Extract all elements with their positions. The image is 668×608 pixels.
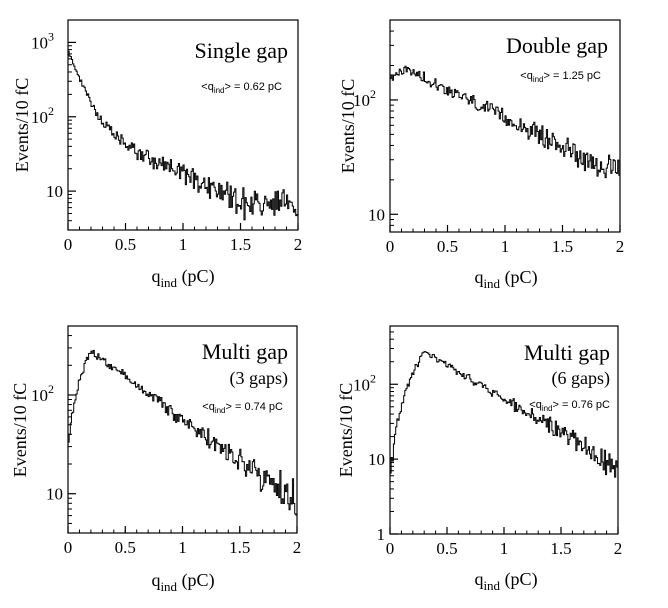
y-tick-label: 103: [31, 29, 54, 52]
histogram-series: [67, 50, 298, 230]
y-tick-label: 102: [31, 104, 54, 127]
y-axis-label: Events/10 fC: [338, 79, 358, 174]
x-tick-label: 0.5: [115, 538, 136, 557]
x-tick-label: 0: [64, 538, 73, 557]
mean-annotation: <qind> = 0.62 pC: [201, 81, 282, 95]
x-tick-label: 0: [386, 237, 395, 256]
x-axis-label: qind (pC): [474, 267, 537, 291]
x-tick-label: 1.5: [550, 539, 571, 558]
histogram-series: [389, 351, 618, 534]
mean-annotation: <qind> = 0.74 pC: [202, 401, 283, 415]
chart-subtitle: (3 gaps): [230, 368, 288, 389]
x-tick-label: 1.5: [552, 237, 573, 256]
x-tick-label: 0: [386, 539, 395, 558]
x-tick-label: 1: [501, 237, 510, 256]
x-tick-label: 0: [64, 235, 73, 254]
y-axis-label: Events/10 fC: [12, 78, 32, 173]
x-axis-label: qind (pC): [474, 569, 537, 593]
x-tick-label: 2: [294, 235, 303, 254]
mean-annotation: <qind> = 1.25 pC: [520, 70, 601, 84]
chart-single-gap: 0 0.5 1 1.5 2 10 102 103 Events/10 fC qind (pC) Si…: [12, 19, 303, 290]
y-tick-label: 102: [353, 87, 376, 110]
chart-subtitle: (6 gaps): [552, 368, 610, 389]
chart-title: Single gap: [195, 38, 289, 63]
x-axis-label: qind (pC): [151, 570, 214, 594]
chart-title: Multi gap: [202, 339, 288, 364]
histogram-series: [67, 349, 297, 533]
y-tick-label: 10: [368, 205, 385, 224]
histogram-series: [389, 65, 620, 232]
y-tick-label: 10: [46, 182, 63, 201]
x-tick-label: 2: [614, 539, 623, 558]
y-axis-label: Events/10 fC: [10, 383, 30, 478]
x-tick-label: 2: [616, 237, 625, 256]
y-tick-label: 10: [46, 485, 63, 504]
mean-annotation: <qind> = 0.76 pC: [529, 399, 610, 413]
x-tick-label: 1: [500, 539, 509, 558]
x-tick-label: 0.5: [436, 539, 457, 558]
x-tick-label: 0.5: [437, 237, 458, 256]
x-tick-label: 2: [293, 538, 302, 557]
y-tick-label: 1: [377, 525, 386, 544]
x-tick-label: 1.5: [229, 538, 250, 557]
y-tick-label: 10: [368, 450, 385, 469]
chart-title: Double gap: [506, 33, 608, 58]
x-tick-label: 1.5: [230, 235, 251, 254]
x-axis-label: qind (pC): [151, 266, 214, 290]
y-tick-label: 102: [353, 371, 376, 394]
y-tick-label: 102: [31, 382, 54, 405]
x-tick-label: 1: [179, 235, 188, 254]
y-axis-label: Events/10 fC: [336, 383, 356, 478]
chart-title: Multi gap: [524, 340, 610, 365]
x-tick-label: 1: [178, 538, 187, 557]
x-tick-label: 0.5: [115, 235, 136, 254]
